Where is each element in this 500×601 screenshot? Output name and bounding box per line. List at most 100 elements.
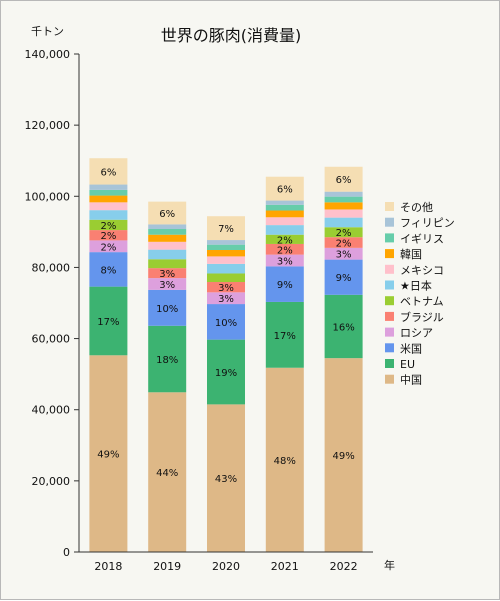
legend-label: ベトナム [400, 295, 444, 308]
legend-label: 米国 [400, 342, 422, 355]
y-tick-label: 120,000 [25, 119, 71, 132]
data-label: 3% [336, 250, 352, 261]
data-label: 6% [336, 175, 352, 186]
legend-label: 韓国 [400, 248, 422, 261]
bar-segment [207, 240, 245, 245]
y-tick-label: 0 [63, 546, 70, 559]
legend-label: その他 [400, 201, 433, 214]
legend-label: メキシコ [400, 264, 444, 277]
bar-segment [148, 392, 187, 552]
y-tick-label: 60,000 [32, 333, 71, 346]
bar-segment [89, 355, 128, 552]
x-axis-label: 年 [384, 558, 395, 572]
bar-segment [265, 210, 304, 218]
bar-segment [265, 204, 304, 211]
bar-segment [207, 273, 245, 283]
bar-segment [265, 243, 304, 255]
legend-swatch [385, 359, 394, 368]
data-label: 10% [156, 304, 178, 315]
legend-label: 中国 [400, 374, 422, 387]
data-label: 49% [332, 451, 354, 462]
legend-swatch [385, 343, 394, 353]
data-label: 16% [332, 322, 354, 333]
bar-segment [89, 210, 128, 220]
bar-segment [148, 289, 187, 326]
bar-segment [324, 247, 363, 260]
bar-segment [148, 224, 187, 230]
legend-swatch [385, 374, 394, 384]
bar-segment [324, 259, 363, 295]
bar-segment [265, 200, 304, 205]
y-tick-label: 100,000 [25, 190, 71, 203]
x-tick-label: 2019 [153, 560, 181, 573]
legend-swatch [385, 264, 394, 274]
bar-segment [148, 249, 187, 260]
bar-segment [148, 268, 187, 279]
bar-segment [324, 166, 363, 192]
bar-segment [89, 202, 128, 211]
data-label: 9% [277, 280, 293, 291]
y-tick-label: 140,000 [25, 48, 71, 61]
legend-swatch [385, 311, 394, 321]
bar-segment [148, 234, 187, 242]
y-axis-ticks: 0 20,000 40,000 60,000 80,000 100,000 120,000 1… [25, 48, 79, 559]
data-label: 10% [215, 318, 237, 329]
data-label: 8% [100, 265, 116, 276]
legend-swatch [385, 249, 394, 259]
legend-swatch [385, 233, 394, 243]
bar-segment [324, 294, 363, 359]
data-label: 2% [100, 231, 116, 242]
bar-segment [148, 201, 187, 225]
data-label: 9% [336, 273, 352, 284]
bar-segment [89, 286, 128, 356]
y-axis-label: 千トン [31, 25, 64, 38]
bar-segment [265, 301, 304, 368]
legend-swatch [385, 296, 394, 306]
data-label: 2% [100, 221, 116, 232]
bar-segment [207, 263, 245, 274]
bar-segment [324, 202, 363, 210]
bar-segment [207, 339, 245, 405]
legend-swatch [385, 327, 394, 337]
data-label: 3% [159, 269, 175, 280]
bar-segment [324, 209, 363, 218]
bar-segment [324, 237, 363, 248]
data-label: 44% [156, 468, 178, 479]
bar-segment [207, 216, 245, 241]
bar-segment [148, 259, 187, 269]
data-label: 3% [218, 283, 234, 294]
y-tick-label: 20,000 [32, 475, 71, 488]
bar-segment [324, 358, 363, 552]
bar-segment [207, 292, 245, 305]
legend-label: ★日本 [400, 279, 432, 293]
data-label: 6% [277, 185, 293, 196]
y-tick-label: 40,000 [32, 404, 71, 417]
x-tick-label: 2018 [94, 560, 122, 573]
data-label: 18% [156, 355, 178, 366]
data-label: 17% [97, 317, 119, 328]
bar-segment [207, 304, 245, 340]
bar-segment [148, 241, 187, 250]
bar-segment [265, 266, 304, 302]
bars-group: 49%17%8%2%2%2%6%44%18%10%3%3%6%43%19%10%… [89, 158, 363, 552]
legend-label: ロシア [400, 327, 433, 340]
data-label: 2% [277, 235, 293, 246]
legend-swatch [385, 202, 394, 211]
bar-segment [265, 367, 304, 552]
bar-segment [265, 225, 304, 235]
bar-segment [89, 240, 128, 253]
data-label: 2% [277, 245, 293, 256]
bar-segment [324, 196, 363, 203]
bar-segment [89, 230, 128, 241]
bar-segment [89, 189, 128, 196]
bar-segment [207, 404, 245, 552]
data-label: 19% [215, 368, 237, 379]
legend-label: EU [400, 358, 415, 371]
bar-segment [207, 256, 245, 264]
x-axis-ticks: 2018 2019 2020 2021 2022 [94, 560, 357, 573]
bar-segment [207, 249, 245, 257]
x-tick-label: 2022 [330, 560, 358, 573]
data-label: 7% [218, 224, 234, 235]
